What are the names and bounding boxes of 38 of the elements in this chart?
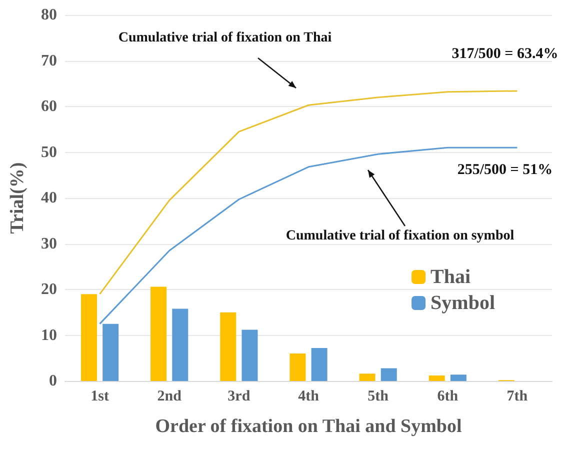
bar [428,376,445,381]
line-series [99,146,518,325]
bar [150,286,167,381]
bar [242,330,258,381]
x-tick-label: 7th [506,388,528,404]
x-tick-label: 2nd [157,388,182,404]
annotation: Cumulative trial of fixation on symbol [286,228,514,244]
y-axis-title: Trial(%) [7,162,28,234]
y-tick-label: 20 [41,281,57,298]
bar [172,308,188,381]
y-tick-label: 40 [41,190,57,206]
bar [220,312,236,381]
legend-label: Thai [430,266,471,288]
annotation: Cumulative trial of fixation on Thai [118,30,332,46]
x-tick-label: 6th [437,388,459,404]
bar [359,374,376,381]
legend-label: Symbol [430,292,496,314]
x-axis-title: Order of fixation on Thai and Symbol [155,416,462,437]
y-tick-label: 80 [41,6,57,24]
x-tick-label: 5th [368,388,390,404]
bar [290,354,306,381]
x-tick-label: 1st [90,388,109,404]
bar [450,374,466,381]
bar [380,368,397,381]
x-tick-label: 3rd [228,388,251,404]
y-tick-label: 60 [41,98,57,115]
y-tick-label: 10 [41,326,57,344]
y-tick-label: 30 [41,235,57,252]
y-tick-label: 50 [41,144,57,161]
bar [311,348,328,381]
x-tick-label: 4th [298,388,320,404]
annotation: 317/500 = 63.4% [452,46,558,62]
bar [102,324,119,381]
y-tick-label: 70 [41,52,57,70]
y-tick-label: 0 [49,372,57,390]
bar [80,294,97,381]
line-series [99,90,518,295]
annotation: 255/500 = 51% [457,162,553,178]
